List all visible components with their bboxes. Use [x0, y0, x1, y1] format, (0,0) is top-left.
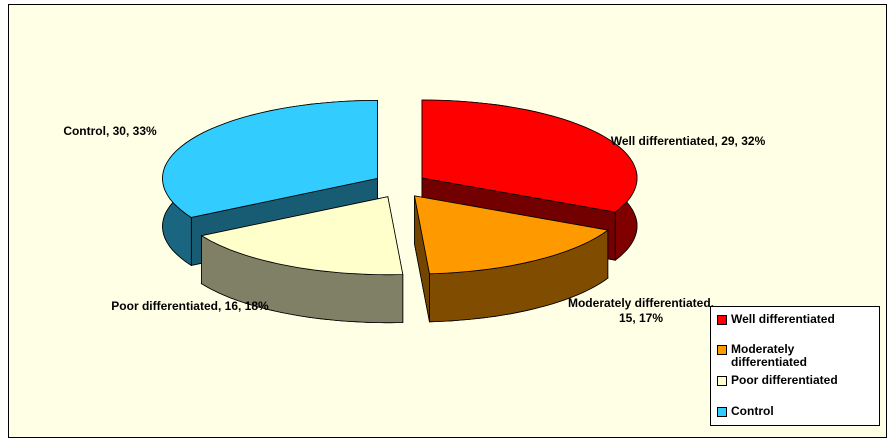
data-label: Well differentiated, 29, 32%: [610, 134, 766, 148]
legend-label: Moderately differentiated: [731, 342, 808, 369]
data-label: Control, 30, 33%: [63, 124, 157, 138]
slice-top: [413, 195, 609, 275]
data-label: Poor differentiated, 16, 18%: [111, 299, 269, 313]
data-label: Moderately differentiated, 15, 17%: [567, 296, 715, 325]
legend-swatch: [717, 345, 727, 355]
legend-swatch: [717, 315, 727, 325]
legend-label: Control: [731, 404, 774, 418]
legend-swatch: [717, 407, 727, 417]
legend-swatch: [717, 376, 727, 386]
legend-label: Well differentiated: [731, 312, 835, 326]
pie-slice: [413, 195, 609, 323]
slice-top: [200, 196, 404, 276]
slice-top: [421, 99, 638, 213]
slice-top: [162, 99, 378, 218]
legend: Well differentiated Moderately differenti…: [710, 306, 880, 426]
pie-slice: [200, 196, 404, 324]
legend-label: Poor differentiated: [731, 373, 838, 387]
